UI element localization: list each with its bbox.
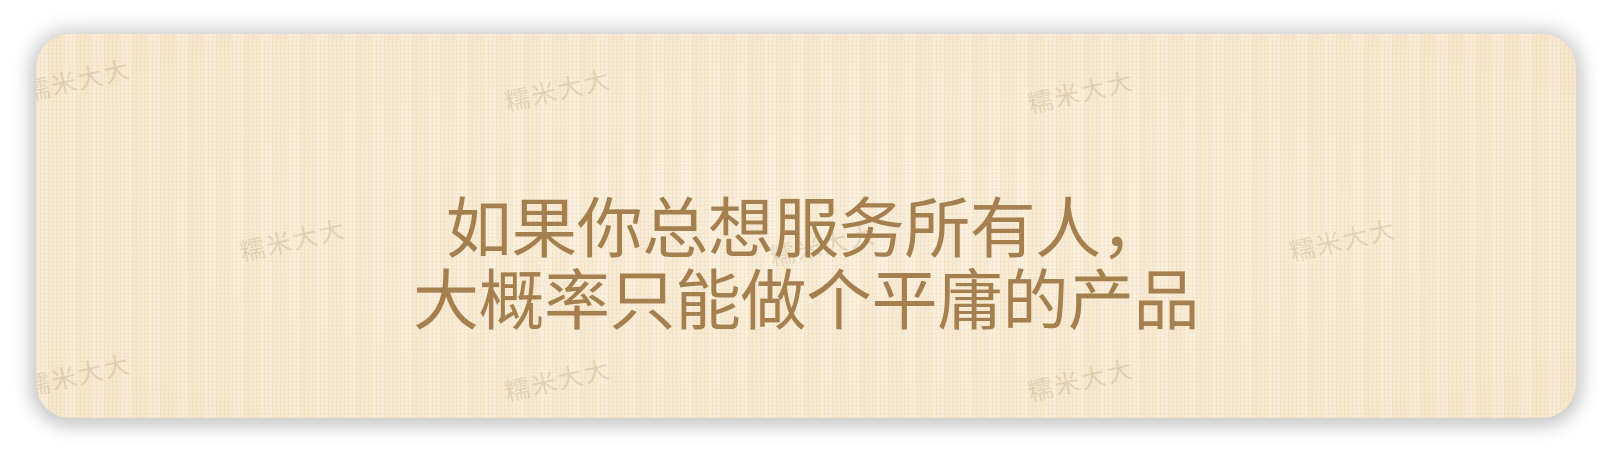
watermark: 糯米大大: [502, 354, 614, 408]
watermark: 糯米大大: [1025, 354, 1137, 408]
watermark: 糯米大大: [36, 54, 134, 108]
quote-line-1: 如果你总想服务所有人，: [445, 191, 1167, 268]
quote-card: 糯米大大 糯米大大 糯米大大 糯米大大 糯米大大 糯米大大 糯米大大 糯米大大 …: [36, 34, 1576, 418]
watermark: 糯米大大: [36, 349, 134, 403]
quote-text: 如果你总想服务所有人， 大概率只能做个平庸的产品: [36, 194, 1576, 338]
watermark: 糯米大大: [1025, 66, 1137, 120]
quote-line-2: 大概率只能做个平庸的产品: [413, 263, 1200, 340]
watermark: 糯米大大: [502, 64, 614, 118]
